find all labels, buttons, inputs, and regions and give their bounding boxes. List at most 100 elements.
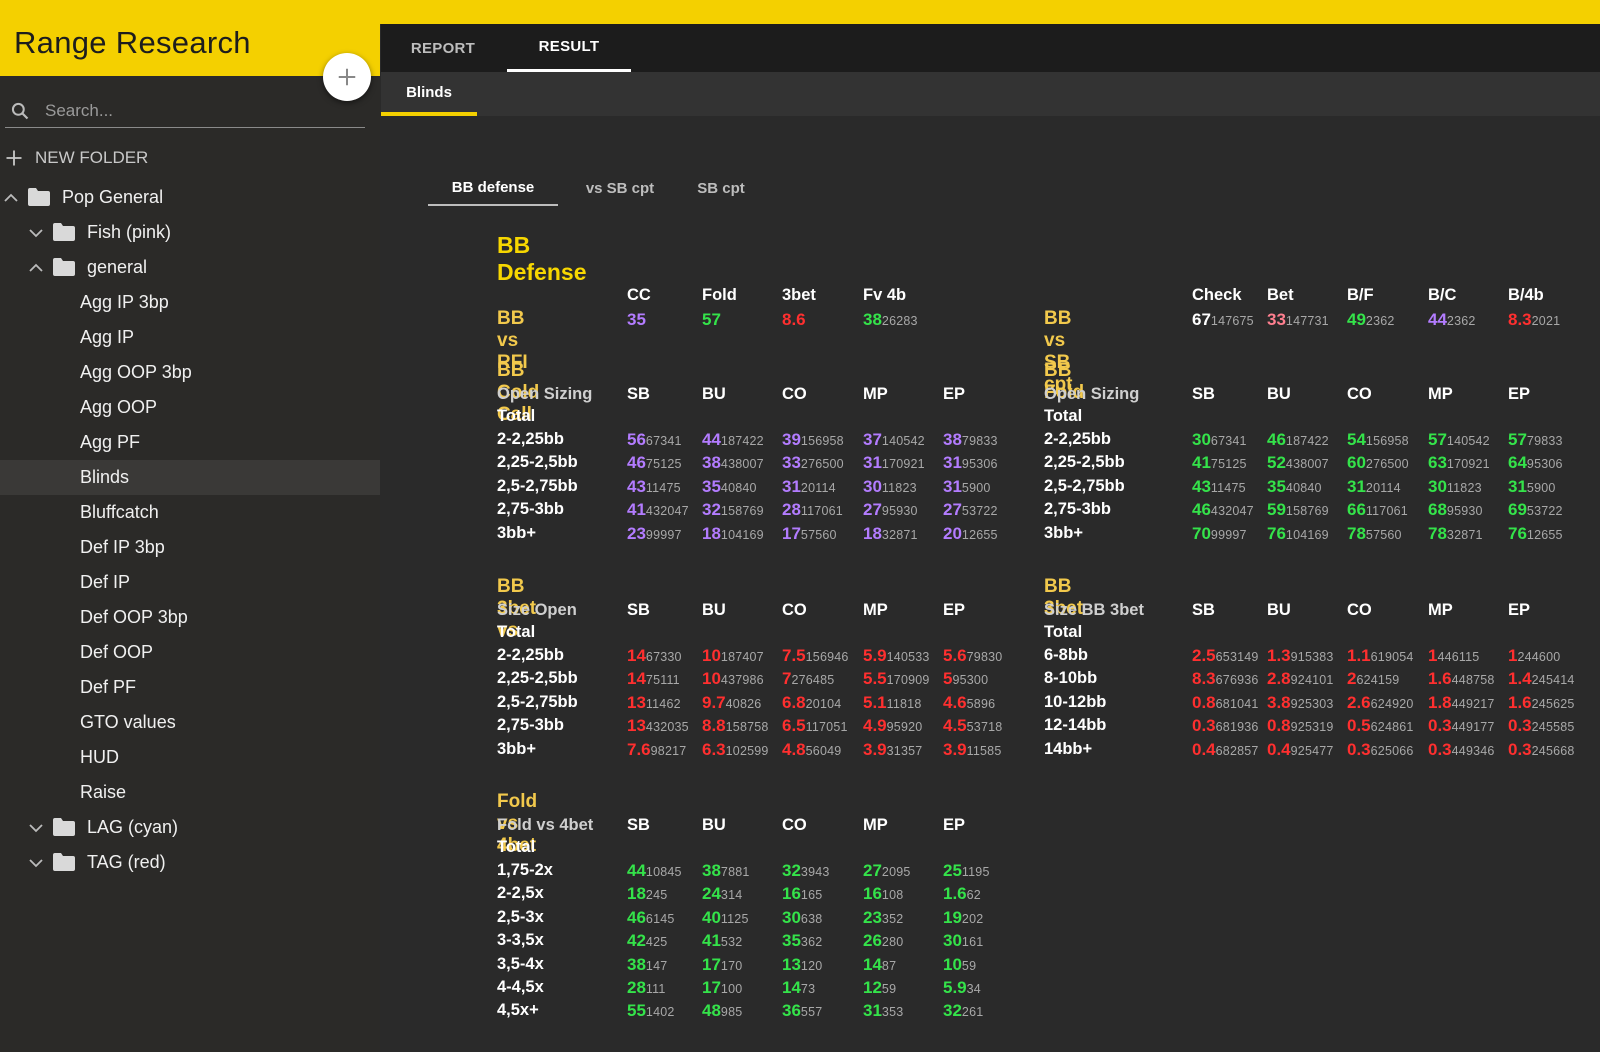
stat-cell: 38438007 xyxy=(702,453,764,473)
row-label: 2,25-2,5bb xyxy=(497,669,578,688)
stat-value: 30 xyxy=(943,931,962,951)
stat-value: 38 xyxy=(702,861,721,880)
column-header: EP xyxy=(1508,385,1531,403)
list-item[interactable]: Agg IP 3bp xyxy=(0,285,380,320)
list-item[interactable]: Agg IP xyxy=(0,320,380,355)
list-item[interactable]: Blinds xyxy=(0,460,380,495)
list-item[interactable]: Agg PF xyxy=(0,425,380,460)
row-label: 2,5-2,75bb xyxy=(1044,476,1125,495)
folder-icon xyxy=(53,258,75,276)
sample-count: 681936 xyxy=(1215,720,1259,735)
stat-cell: 3195306 xyxy=(943,453,998,473)
stat-value: 4.6 xyxy=(943,692,967,712)
folder-icon xyxy=(53,223,75,241)
folder-icon xyxy=(53,818,75,836)
sample-count: 653149 xyxy=(1215,650,1259,664)
row-label: 2-2,25bb xyxy=(497,430,564,448)
stat-value: 70 xyxy=(1192,523,1211,543)
stat-cell: 28117061 xyxy=(782,500,843,520)
stat-cell: 1.4245414 xyxy=(1508,669,1575,689)
folder-item[interactable]: Pop General xyxy=(0,180,380,215)
folder-label: TAG (red) xyxy=(87,852,166,872)
tab-report[interactable]: REPORT xyxy=(410,39,476,57)
stat-cell: 4.856049 xyxy=(782,740,841,760)
list-item[interactable]: Agg OOP xyxy=(0,390,380,425)
stat-cell: 31353 xyxy=(863,1001,903,1021)
list-item[interactable]: Def IP xyxy=(0,565,380,600)
subtab-sb-cpt[interactable]: SB cpt xyxy=(697,179,745,197)
list-item[interactable]: Agg OOP 3bp xyxy=(0,355,380,390)
item-label: HUD xyxy=(80,747,119,767)
add-button[interactable] xyxy=(323,53,371,101)
item-label: Agg OOP xyxy=(80,397,158,417)
report-title: BB Defense xyxy=(497,232,587,285)
column-header: EP xyxy=(943,385,966,403)
chevron-up-icon[interactable] xyxy=(28,260,44,276)
folder-item[interactable]: TAG (red) xyxy=(0,845,380,880)
list-item[interactable]: Def PF xyxy=(0,670,380,705)
list-item[interactable]: HUD xyxy=(0,740,380,775)
folder-item[interactable]: LAG (cyan) xyxy=(0,810,380,845)
sample-count: 245 xyxy=(645,888,668,903)
stat-value: 18 xyxy=(627,884,646,904)
stat-value: 68 xyxy=(1428,500,1447,520)
subtab-bb-defense[interactable]: BB defense xyxy=(428,170,558,206)
item-label: Def OOP 3bp xyxy=(80,607,188,627)
stat-value: 27 xyxy=(863,500,882,520)
row-label: 3,5-4x xyxy=(497,954,544,973)
subtab-vs-sb-cpt[interactable]: vs SB cpt xyxy=(585,179,655,197)
column-header: MP xyxy=(1428,601,1453,619)
chevron-up-icon[interactable] xyxy=(3,190,19,206)
sample-count: 925477 xyxy=(1290,743,1334,758)
chevron-down-icon[interactable] xyxy=(28,855,44,871)
sample-count: 98217 xyxy=(650,743,687,758)
stat-cell: 32261 xyxy=(943,1001,983,1021)
folder-item[interactable]: general xyxy=(0,250,380,285)
folder-item[interactable]: Fish (pink) xyxy=(0,215,380,250)
section-title: BB Cold Call xyxy=(497,360,540,425)
stat-cell: 1467330 xyxy=(627,646,682,666)
stat-value: 5.6 xyxy=(943,646,967,665)
list-item[interactable]: Def OOP 3bp xyxy=(0,600,380,635)
stat-value: 19 xyxy=(943,907,962,927)
search-input[interactable] xyxy=(45,98,355,124)
stat-cell: 1473 xyxy=(782,978,815,998)
sample-count: 682857 xyxy=(1215,743,1259,758)
tab-blinds[interactable]: Blinds xyxy=(381,72,477,116)
stat-value: 78 xyxy=(1347,523,1366,543)
column-header: Fold xyxy=(702,286,737,304)
list-item[interactable]: Def OOP xyxy=(0,635,380,670)
stat-value: 30 xyxy=(1192,430,1211,449)
column-header: BU xyxy=(1267,385,1291,403)
tab-result[interactable]: RESULT xyxy=(507,24,631,72)
list-item[interactable]: GTO values xyxy=(0,705,380,740)
chevron-down-icon[interactable] xyxy=(28,820,44,836)
stat-value: 32 xyxy=(943,1001,962,1021)
table-total-label: Total xyxy=(1044,407,1083,425)
list-item[interactable]: Def IP 3bp xyxy=(0,530,380,565)
new-folder-button[interactable]: NEW FOLDER xyxy=(5,146,148,170)
list-item[interactable]: Raise xyxy=(0,775,380,810)
stat-cell: 33147731 xyxy=(1267,310,1329,330)
stat-cell: 6.5117051 xyxy=(782,716,848,736)
stat-cell: 5.9140533 xyxy=(863,646,930,666)
stat-value: 38 xyxy=(863,310,882,329)
stat-cell: 8.6 xyxy=(782,310,806,330)
sample-count: 53722 xyxy=(1526,504,1563,519)
sample-count: 95920 xyxy=(886,720,923,735)
stat-cell: 18104169 xyxy=(702,524,764,544)
chevron-down-icon[interactable] xyxy=(28,225,44,241)
stat-value: 14 xyxy=(863,954,882,974)
stat-cell: 4311475 xyxy=(1192,477,1246,497)
column-header: BU xyxy=(702,385,726,403)
sample-count: 12655 xyxy=(1526,527,1563,542)
list-item[interactable]: Bluffcatch xyxy=(0,495,380,530)
sample-count: 67341 xyxy=(1210,434,1247,448)
stat-cell: 2.8924101 xyxy=(1267,669,1334,689)
sample-count: 5900 xyxy=(961,480,991,495)
stat-cell: 10187407 xyxy=(702,646,764,666)
stat-value: 30 xyxy=(863,476,882,496)
sample-count: 619054 xyxy=(1370,650,1414,664)
stat-cell: 28111 xyxy=(627,978,666,998)
stat-value: 6.8 xyxy=(782,692,806,712)
